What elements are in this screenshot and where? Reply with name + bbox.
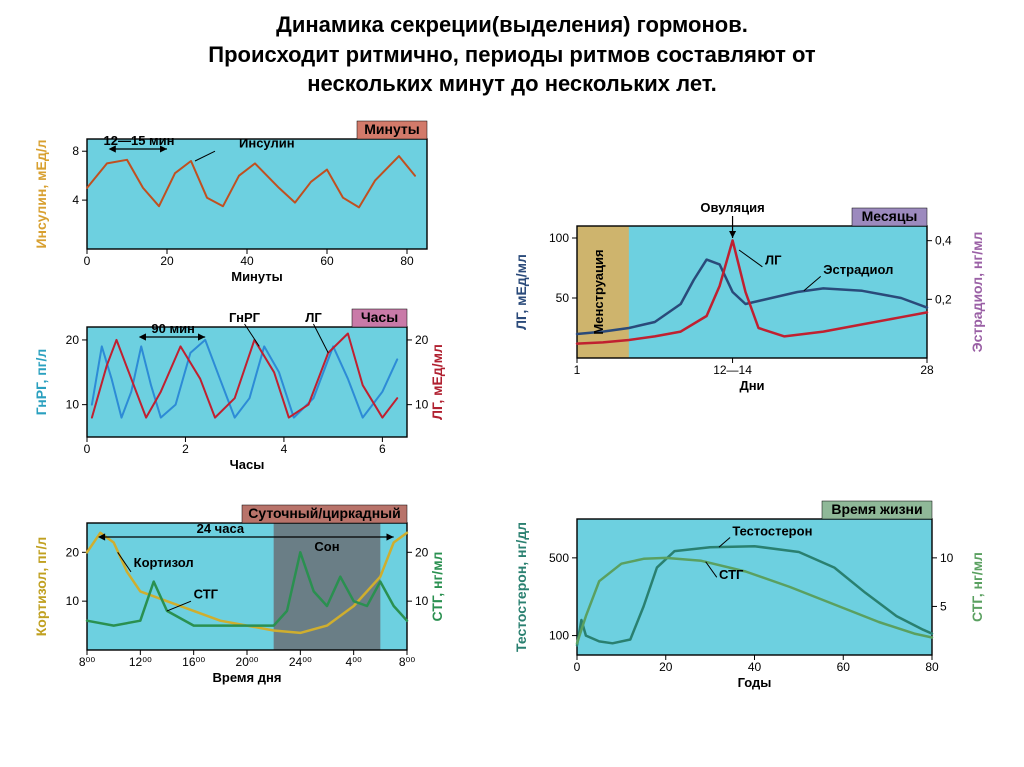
svg-text:Годы: Годы xyxy=(738,675,772,690)
svg-text:10: 10 xyxy=(415,594,429,608)
svg-text:Инсулин: Инсулин xyxy=(239,136,295,151)
svg-text:20: 20 xyxy=(659,660,673,674)
svg-text:80: 80 xyxy=(925,660,939,674)
svg-text:4: 4 xyxy=(72,193,79,207)
svg-text:СТГ: СТГ xyxy=(719,567,744,582)
svg-text:ГнРГ: ГнРГ xyxy=(229,310,261,325)
svg-text:80: 80 xyxy=(400,254,414,268)
svg-text:5: 5 xyxy=(940,599,947,613)
title-line-2: Происходит ритмично, периоды ритмов сост… xyxy=(208,42,815,67)
svg-text:Минуты: Минуты xyxy=(231,269,283,284)
chart-months: 1 12—14 28 50 100 0,2 0,4 Дни ЛГ, мЕд/мл Эстрадио… xyxy=(512,196,992,396)
svg-text:СТГ, нг/мл: СТГ, нг/мл xyxy=(969,552,985,622)
svg-text:16⁰⁰: 16⁰⁰ xyxy=(182,655,205,669)
svg-text:0: 0 xyxy=(84,442,91,456)
svg-text:Кортизол, пг/л: Кортизол, пг/л xyxy=(33,537,49,636)
chart-circadian: 8⁰⁰ 12⁰⁰ 16⁰⁰ 20⁰⁰ 24⁰⁰ 4⁰⁰ 8⁰⁰ 10 20 10 20 Время д… xyxy=(32,493,452,693)
svg-text:40: 40 xyxy=(748,660,762,674)
svg-text:ЛГ: ЛГ xyxy=(305,310,322,325)
svg-text:24 часа: 24 часа xyxy=(197,521,245,536)
svg-text:100: 100 xyxy=(549,629,569,643)
svg-text:4⁰⁰: 4⁰⁰ xyxy=(346,655,362,669)
svg-text:8: 8 xyxy=(72,144,79,158)
svg-text:Кортизол: Кортизол xyxy=(134,555,194,570)
svg-text:Инсулин, мЕд/л: Инсулин, мЕд/л xyxy=(33,140,49,249)
svg-text:2: 2 xyxy=(182,442,189,456)
chart-hours: 0 2 4 6 10 20 10 20 Часы ГнРГ, пг/л ЛГ, мЕд/мл Часы… xyxy=(32,305,452,475)
svg-text:10: 10 xyxy=(66,594,80,608)
chart-lifetime: 0 20 40 60 80 100 500 5 10 Годы Тестостерон, нг/дл… xyxy=(512,493,992,693)
svg-text:20: 20 xyxy=(66,545,80,559)
svg-text:СТГ: СТГ xyxy=(194,587,219,602)
page-title: Динамика секреции(выделения) гормонов. П… xyxy=(20,10,1004,99)
svg-text:500: 500 xyxy=(549,551,569,565)
title-line-1: Динамика секреции(выделения) гормонов. xyxy=(276,12,748,37)
title-line-3: нескольких минут до нескольких лет. xyxy=(307,71,717,96)
svg-text:20: 20 xyxy=(66,333,80,347)
svg-text:20: 20 xyxy=(160,254,174,268)
svg-text:Менструация: Менструация xyxy=(591,249,606,334)
svg-text:20: 20 xyxy=(415,333,429,347)
svg-text:40: 40 xyxy=(240,254,254,268)
svg-text:10: 10 xyxy=(66,398,80,412)
svg-text:Время жизни: Время жизни xyxy=(831,501,922,517)
svg-text:12⁰⁰: 12⁰⁰ xyxy=(129,655,152,669)
svg-text:1: 1 xyxy=(574,363,581,377)
svg-text:Тестостерон, нг/дл: Тестостерон, нг/дл xyxy=(513,522,529,652)
svg-text:ЛГ, мЕд/мл: ЛГ, мЕд/мл xyxy=(513,254,529,330)
svg-text:0,4: 0,4 xyxy=(935,234,952,248)
svg-text:Овуляция: Овуляция xyxy=(700,200,764,215)
svg-text:Дни: Дни xyxy=(739,378,764,393)
svg-text:Минуты: Минуты xyxy=(364,121,420,137)
svg-text:10: 10 xyxy=(940,551,954,565)
svg-text:ЛГ, мЕд/мл: ЛГ, мЕд/мл xyxy=(429,344,445,420)
svg-text:8⁰⁰: 8⁰⁰ xyxy=(79,655,95,669)
svg-text:60: 60 xyxy=(320,254,334,268)
svg-text:8⁰⁰: 8⁰⁰ xyxy=(399,655,415,669)
svg-text:12—15 мин: 12—15 мин xyxy=(104,133,175,148)
svg-text:12—14: 12—14 xyxy=(713,363,752,377)
svg-text:ЛГ: ЛГ xyxy=(765,252,782,267)
svg-text:Эстрадиол, нг/мл: Эстрадиол, нг/мл xyxy=(969,232,985,353)
svg-text:10: 10 xyxy=(415,398,429,412)
svg-text:Месяцы: Месяцы xyxy=(862,208,918,224)
svg-text:4: 4 xyxy=(281,442,288,456)
svg-text:24⁰⁰: 24⁰⁰ xyxy=(289,655,312,669)
svg-text:6: 6 xyxy=(379,442,386,456)
svg-text:28: 28 xyxy=(920,363,934,377)
svg-text:СТГ, нг/мл: СТГ, нг/мл xyxy=(429,552,445,622)
svg-text:Суточный/циркадный: Суточный/циркадный xyxy=(248,505,400,521)
svg-text:Тестостерон: Тестостерон xyxy=(732,524,812,539)
svg-text:0: 0 xyxy=(574,660,581,674)
svg-text:20⁰⁰: 20⁰⁰ xyxy=(236,655,259,669)
svg-text:20: 20 xyxy=(415,545,429,559)
svg-text:Часы: Часы xyxy=(230,457,265,472)
svg-text:0: 0 xyxy=(84,254,91,268)
svg-text:Эстрадиол: Эстрадиол xyxy=(823,262,893,277)
svg-text:100: 100 xyxy=(549,231,569,245)
svg-text:60: 60 xyxy=(837,660,851,674)
chart-minutes: 0 20 40 60 80 4 8 Минуты Инсулин, мЕд/л Минуты 12—… xyxy=(32,117,452,287)
svg-text:50: 50 xyxy=(556,291,570,305)
svg-text:ГнРГ, пг/л: ГнРГ, пг/л xyxy=(33,349,49,416)
svg-text:Часы: Часы xyxy=(361,309,398,325)
svg-text:Время дня: Время дня xyxy=(213,670,282,685)
svg-text:0,2: 0,2 xyxy=(935,292,952,306)
svg-text:90 мин: 90 мин xyxy=(151,321,195,336)
svg-text:Сон: Сон xyxy=(314,539,339,554)
